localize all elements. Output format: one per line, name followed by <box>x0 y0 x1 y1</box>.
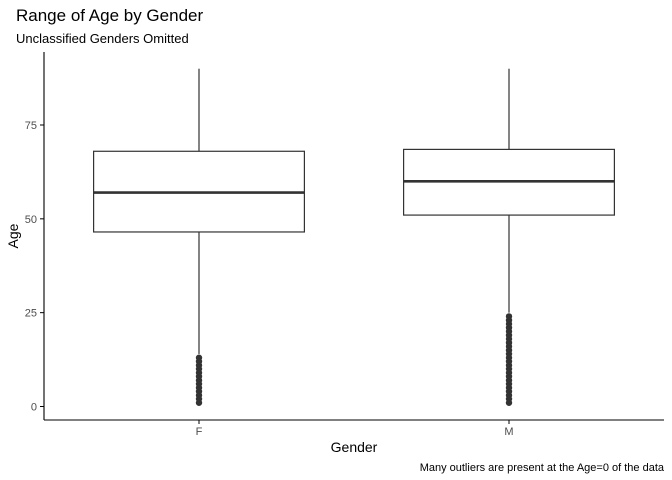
y-axis-ticks: 0 25 50 75 <box>25 120 44 414</box>
outlier-point-f-12 <box>195 354 203 361</box>
x-tick-label-f: F <box>196 426 203 438</box>
y-tick-label-75: 75 <box>25 120 37 132</box>
x-axis-title: Gender <box>331 439 378 455</box>
x-tick-label-m: M <box>504 426 513 438</box>
y-tick-label-50: 50 <box>25 214 37 226</box>
plot-area <box>92 68 616 406</box>
y-tick-label-0: 0 <box>31 402 37 414</box>
y-axis-title: Age <box>5 223 21 248</box>
box-group-m <box>403 68 616 406</box>
chart-subtitle: Unclassified Genders Omitted <box>16 31 189 46</box>
chart-caption: Many outliers are present at the Age=0 o… <box>420 462 665 474</box>
box-group-f <box>92 68 306 406</box>
y-tick-label-25: 25 <box>25 308 37 320</box>
chart-title: Range of Age by Gender <box>16 6 203 25</box>
outlier-point-m-23 <box>505 313 513 320</box>
